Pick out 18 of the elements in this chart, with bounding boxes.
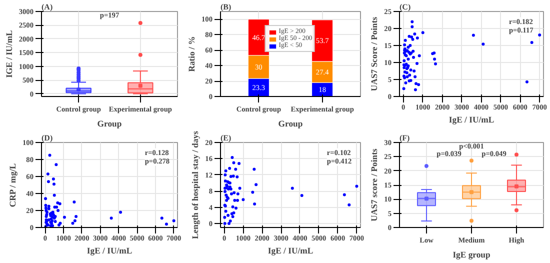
chart-title: (D) [42,134,53,142]
x-axis-title: IgE / IU/mL [268,246,314,256]
x-axis-title: Group [97,118,122,128]
x-axis-title: IgE / IU/mL [86,246,132,256]
y-axis-title: Ratio / % [186,36,197,72]
y-axis-title: UAS7 Score / Points [369,16,380,92]
x-axis-title: IgE group [452,250,490,260]
x-axis-title: Group [278,118,303,128]
chart-title: (F) [400,134,410,142]
y-axis-title: CRP / mg/L [8,163,18,208]
y-axis-title: Length of hospital stay / days [190,130,200,239]
chart-title: (B) [220,2,232,12]
chart-title: (C) [400,2,411,12]
chart-title: (A) [42,2,53,12]
chart-title: (E) [220,134,232,142]
y-axis-title: UAS7 score / Points [369,148,380,222]
x-axis-title: IgE / IU/mL [448,114,494,124]
y-axis-title: IGE / IU/mL [4,30,14,78]
